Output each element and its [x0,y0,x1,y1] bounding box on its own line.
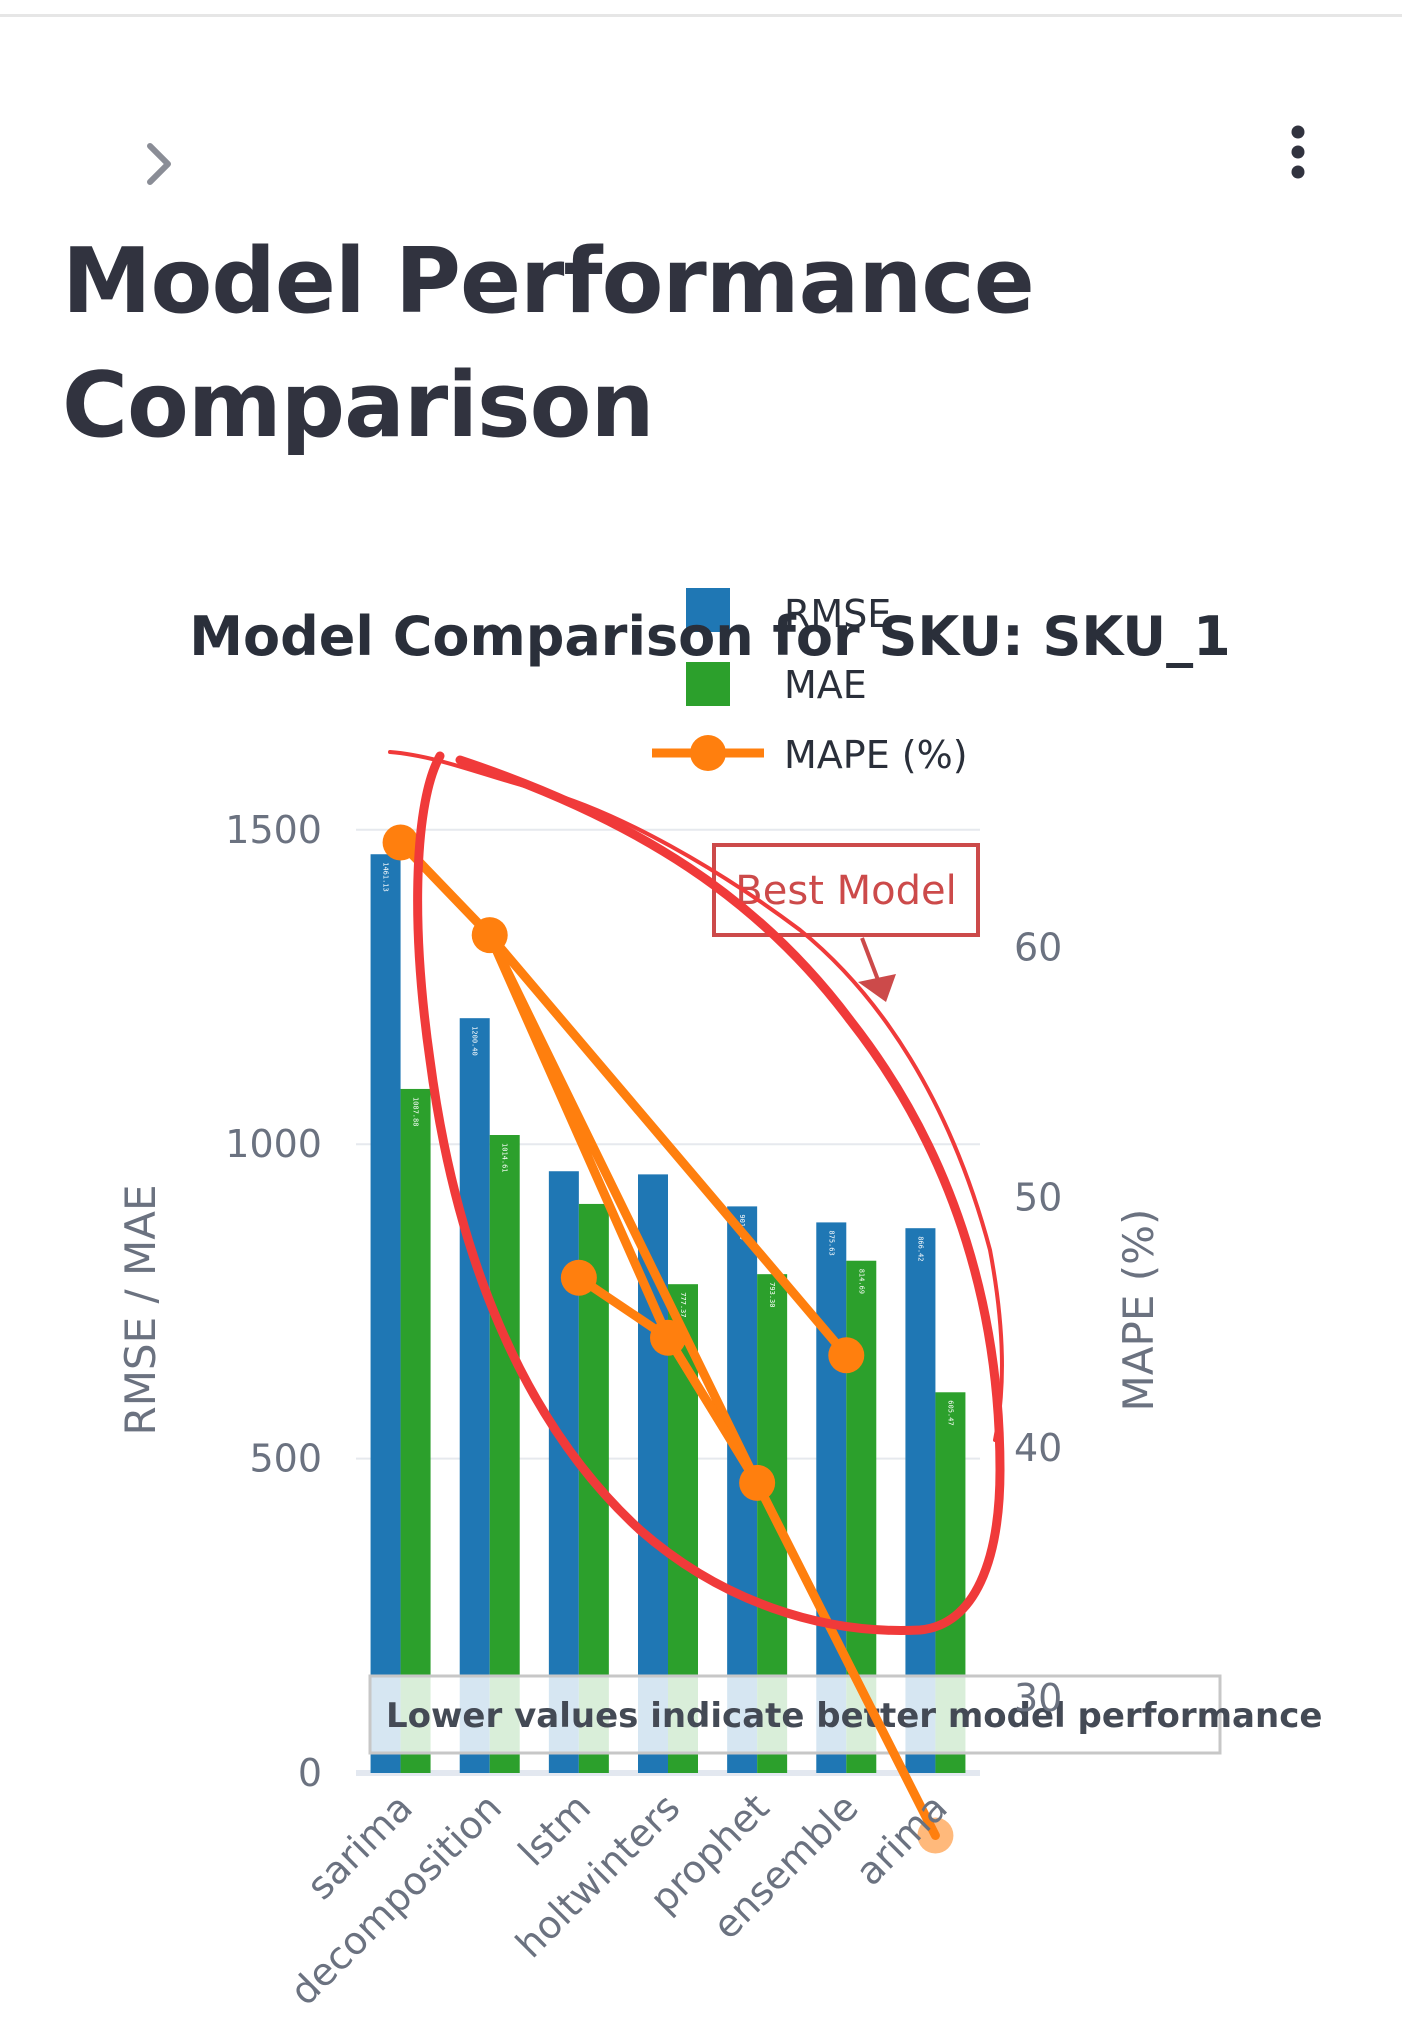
mape-point-ensemble [828,1337,865,1374]
more-options-button[interactable] [1270,120,1326,184]
bar-mae-decomposition [489,1135,520,1773]
y-left-tick-1500: 1500 [225,808,322,852]
y-right-tick-50: 50 [1014,1176,1062,1220]
bar-mae-sarima [400,1088,431,1773]
bar-label-mae-prophet: 793.30 [768,1282,776,1307]
bar-label-mae-decomposition: 1014.61 [501,1143,509,1173]
best-model-arrowhead [858,974,896,1002]
y-left-title: RMSE / MAE [116,1185,165,1436]
legend-label-mae: MAE [784,663,867,707]
mape-point-arima [917,1817,954,1854]
note-box [368,1674,1222,1755]
chevron-right-icon [147,143,171,185]
mape-point-decomposition [471,917,508,954]
legend-marker-mape [690,735,726,771]
bar-label-rmse-decomposition: 1200.40 [471,1026,479,1056]
y-right-tick-60: 60 [1014,926,1062,970]
red-ink-marks [388,750,1005,1635]
legend-swatch-rmse [686,588,730,632]
y-right-title: MAPE (%) [1114,1209,1163,1412]
bar-label-mae-sarima: 1087.88 [412,1097,420,1127]
mape-line-secondary [574,1273,940,1840]
legend-label-mape: MAPE (%) [784,733,968,777]
bar-label-mae-holtwinters: 777.37 [679,1292,687,1317]
top-divider [0,14,1402,17]
mape-point-prophet [739,1464,776,1501]
bar-rmse-decomposition [459,1018,490,1773]
bar-label-rmse-sarima: 1461.13 [382,862,390,892]
mape-point-lstm [560,1259,597,1296]
best-model-annotation: Best Model [712,843,980,1002]
axis-ticks: 0 500 1000 1500 30 40 50 60 [225,808,1062,1795]
bar-label-rmse-ensemble: 875.63 [827,1230,835,1255]
note-text: Lower values indicate better model perfo… [386,1696,1322,1736]
note-annotation: Lower values indicate better model perfo… [368,1674,1322,1755]
y-left-tick-1000: 1000 [225,1122,322,1166]
chart-title: Model Comparison for SKU: SKU_1 [189,605,1230,668]
bar-label-rmse-arima: 866.42 [916,1236,924,1261]
y-right-tick-30: 30 [1014,1676,1062,1720]
expand-button[interactable] [132,136,188,192]
mape-point-sarima [382,824,419,861]
best-model-text: Best Model [735,868,956,914]
y-left-tick-500: 500 [249,1437,322,1481]
bar-rmse-sarima [370,854,401,1773]
legend-label-rmse: RMSE [784,592,891,636]
red-ink-loop [413,751,1005,1635]
best-model-arrow-shaft [860,937,880,981]
y-right-tick-40: 40 [1014,1426,1062,1470]
mape-markers [382,824,954,1854]
mape-point-holtwinters [650,1319,686,1356]
mape-line [396,838,940,1840]
page-title: Model Performance Comparison [62,229,1035,458]
bar-label-mae-ensemble: 814.69 [857,1269,865,1294]
y-left-tick-0: 0 [298,1751,322,1795]
legend-swatch-mae [686,662,730,706]
legend: RMSE MAE MAPE (%) [652,588,968,777]
red-ink-stroke [388,750,1004,1442]
more-vertical-icon [1291,125,1305,179]
bar-label-mae-arima: 605.47 [946,1400,954,1425]
